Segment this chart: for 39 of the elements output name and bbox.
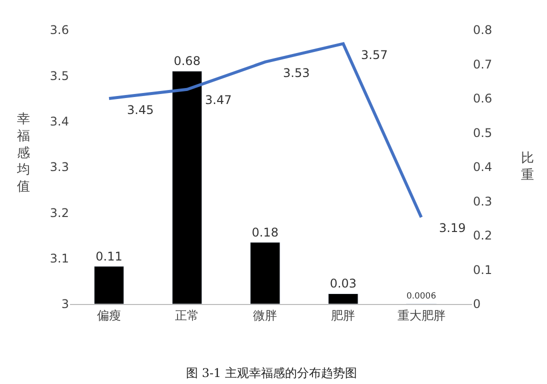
y2-tick-label: 0.3 xyxy=(473,194,492,208)
caption: 图 3-1 主观幸福感的分布趋势图 xyxy=(186,366,357,380)
data-label: 0.18 xyxy=(252,225,279,240)
data-label: 0.68 xyxy=(174,54,200,68)
y2-tick-label: 0.6 xyxy=(473,92,492,106)
y-tick-label: 3.2 xyxy=(50,206,69,220)
data-label: 0.0006 xyxy=(406,290,436,301)
line-series xyxy=(108,42,423,219)
y-tick-label: 3.3 xyxy=(50,160,69,174)
bar xyxy=(328,293,358,304)
y-tick-label: 3.4 xyxy=(50,114,69,129)
y2-tick-label: 0.1 xyxy=(473,262,492,277)
data-label: 3.19 xyxy=(439,221,466,235)
y2-tick-label: 0.2 xyxy=(473,228,492,243)
y2-tick-label: 0.7 xyxy=(473,57,492,72)
y-tick-label: 3 xyxy=(61,297,69,312)
bar xyxy=(250,242,280,304)
data-label: 3.47 xyxy=(205,93,232,107)
y2-tick-label: 0.4 xyxy=(473,160,492,174)
y-tick-label: 3.6 xyxy=(50,23,69,38)
x-tick-label: 重大肥胖 xyxy=(397,308,446,322)
data-label: 0.11 xyxy=(96,249,122,264)
y2-axis-title: 比重 xyxy=(521,151,534,183)
x-tick-label: 肥胖 xyxy=(331,308,356,322)
y2-tick-label: 0.5 xyxy=(473,126,492,140)
x-tick-label: 偏瘦 xyxy=(97,308,122,322)
x-tick-label: 正常 xyxy=(175,308,200,322)
data-label: 3.45 xyxy=(127,103,154,117)
y-axis-title: 幸福感均值 xyxy=(16,112,30,195)
x-tick-label: 微胖 xyxy=(253,308,278,322)
y-tick-label: 3.1 xyxy=(50,252,69,266)
y2-tick-label: 0.8 xyxy=(473,23,492,38)
data-label: 0.03 xyxy=(330,276,357,291)
bar xyxy=(172,70,202,304)
data-label: 3.57 xyxy=(361,48,388,62)
bar xyxy=(94,266,124,304)
y-tick-label: 3.5 xyxy=(50,68,69,83)
y2-tick-label: 0 xyxy=(473,297,481,312)
data-label: 3.53 xyxy=(283,66,310,80)
